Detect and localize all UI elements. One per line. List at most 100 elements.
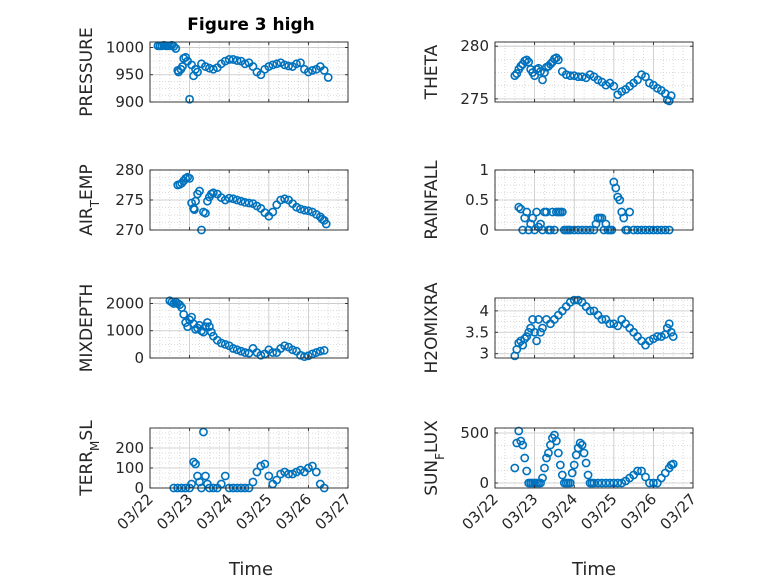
data-point <box>248 477 258 487</box>
data-point <box>555 460 565 470</box>
data-point <box>597 315 607 324</box>
data-point <box>244 198 254 208</box>
x-tick-label: 03/27 <box>312 490 355 533</box>
data-point <box>193 67 202 77</box>
y-axis-label: TERRMSL <box>77 420 102 497</box>
y-tick-label: 2000 <box>106 294 144 312</box>
data-point <box>272 59 282 69</box>
x-tick-label: 03/24 <box>193 490 236 533</box>
data-point <box>524 327 534 337</box>
data-point <box>561 70 571 80</box>
data-point <box>201 471 210 481</box>
series-markers <box>510 53 676 106</box>
y-tick-label: 1000 <box>106 38 144 56</box>
series-markers <box>510 426 678 488</box>
x-tick-label: 03/26 <box>272 490 315 533</box>
data-point <box>315 346 325 356</box>
data-point <box>569 460 579 470</box>
data-point <box>268 207 278 217</box>
data-point <box>625 207 635 217</box>
y-tick-label: 0 <box>479 474 489 492</box>
data-point <box>664 319 674 329</box>
data-point <box>666 91 676 101</box>
y-tick-label: 3 <box>479 345 489 363</box>
data-point <box>185 173 194 183</box>
y-tick-label: 200 <box>115 439 144 457</box>
data-point <box>542 453 551 463</box>
data-point <box>296 204 305 214</box>
data-point <box>557 207 567 217</box>
data-point <box>528 213 538 223</box>
subplot-3: 270 275 280 AIRTEMP <box>77 161 349 239</box>
x-axis-label-left: Time <box>228 559 273 580</box>
data-point <box>260 459 270 469</box>
data-point <box>280 341 290 351</box>
data-point <box>528 315 538 324</box>
y-tick-label: 280 <box>460 37 489 55</box>
y-tick-label: 0.5 <box>465 191 489 209</box>
data-point <box>189 457 198 467</box>
data-point <box>510 463 520 473</box>
data-point <box>319 345 329 355</box>
x-tick-label: 03/25 <box>577 490 620 533</box>
data-point <box>228 194 238 204</box>
data-point <box>520 334 530 344</box>
data-point <box>268 348 278 357</box>
data-point <box>530 327 539 337</box>
data-point <box>224 55 234 64</box>
axes-box <box>494 297 694 359</box>
data-point <box>284 61 293 71</box>
y-tick-label: 0 <box>479 221 489 239</box>
x-tick-label: 03/27 <box>657 490 700 533</box>
data-point <box>553 55 563 65</box>
data-point <box>615 195 625 205</box>
data-point <box>520 453 530 463</box>
data-point <box>565 478 575 488</box>
grid-major <box>494 42 694 102</box>
data-point <box>204 322 214 332</box>
data-point <box>307 349 317 359</box>
x-tick-label: 03/26 <box>617 490 660 533</box>
data-point <box>540 68 549 77</box>
data-point <box>542 207 551 217</box>
data-point <box>666 327 676 337</box>
data-point <box>538 323 547 333</box>
data-point <box>522 55 532 65</box>
y-axis-label: SUNFLUX <box>422 420 447 496</box>
y-axis-label: MIXDEPTH <box>77 284 97 373</box>
data-point <box>641 72 650 82</box>
data-point <box>575 438 585 448</box>
data-point <box>191 459 200 469</box>
data-point <box>311 348 321 357</box>
data-point <box>280 60 290 70</box>
series-markers <box>173 172 331 235</box>
data-point <box>565 71 575 81</box>
data-point <box>272 475 282 485</box>
axes-box <box>149 41 349 103</box>
y-tick-label: 0 <box>134 479 144 497</box>
data-point <box>307 65 317 75</box>
y-tick-label: 275 <box>460 90 489 108</box>
data-point <box>228 344 238 353</box>
data-point <box>236 196 246 206</box>
data-point <box>536 67 545 76</box>
data-point <box>577 72 587 82</box>
data-point <box>652 332 662 341</box>
axes-box <box>494 427 694 489</box>
y-axis-label: RAINFALL <box>422 160 442 240</box>
data-point <box>557 470 567 480</box>
data-point <box>280 194 290 204</box>
data-point <box>664 96 674 106</box>
data-point <box>300 205 309 215</box>
subplot-2: 275 280 THETA <box>422 37 694 108</box>
data-point <box>518 440 528 450</box>
data-point <box>619 213 629 223</box>
data-point <box>581 458 591 468</box>
data-point <box>532 336 541 346</box>
data-point <box>514 202 524 212</box>
subplot-7: 010020003/2203/2303/2403/2503/2603/27TER… <box>77 420 355 534</box>
data-point <box>668 332 678 341</box>
